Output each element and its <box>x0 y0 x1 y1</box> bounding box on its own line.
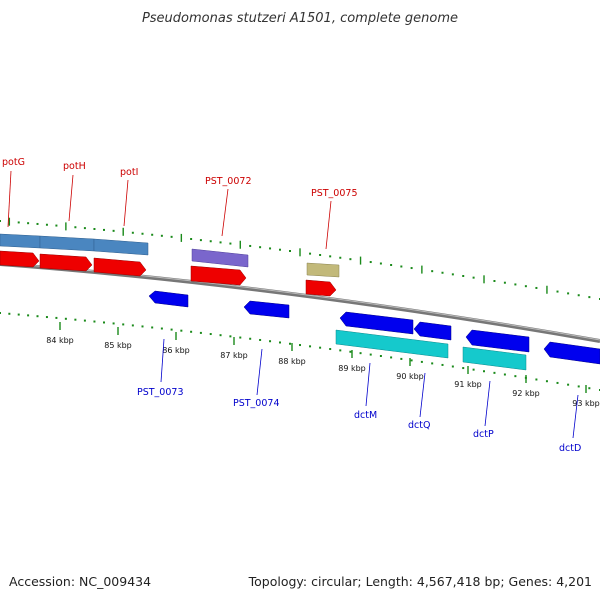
leader-dctM <box>365 362 371 407</box>
genome-backbone-highlight <box>0 262 600 341</box>
scale-tick-label: 91 kbp <box>454 380 482 389</box>
label-PST_0074[interactable]: PST_0074 <box>233 398 280 409</box>
bottom-gene-labels: PST_0073 PST_0074 dctM dctQ dctP dctD <box>137 338 581 454</box>
leader-dctD <box>572 394 579 439</box>
gene-potH[interactable] <box>39 235 95 252</box>
leader-potH <box>68 174 74 222</box>
inner-tick-track: 84 kbp 85 kbp 86 kbp 87 kbp 88 kbp 89 kbp 90 k… <box>0 312 600 408</box>
cds-dctM[interactable] <box>339 311 414 335</box>
label-PST_0075[interactable]: PST_0075 <box>311 188 358 199</box>
leader-dctP <box>484 380 491 427</box>
cds-dctD[interactable] <box>543 341 600 365</box>
cds-potI[interactable] <box>93 257 147 277</box>
scale-tick-label: 87 kbp <box>220 351 248 360</box>
reverse-gene-track <box>335 329 527 371</box>
scale-tick-label: 90 kbp <box>396 372 424 381</box>
scale-tick-label: 86 kbp <box>162 346 190 355</box>
leader-dctQ <box>419 372 426 418</box>
cds-potG[interactable] <box>0 250 40 268</box>
leader-PST_0075 <box>325 200 332 250</box>
label-potI[interactable]: potI <box>120 167 138 178</box>
leader-PST_0073 <box>160 338 165 383</box>
cds-PST_0075[interactable] <box>305 279 337 297</box>
leader-PST_0074 <box>256 348 263 396</box>
label-potH[interactable]: potH <box>63 161 86 172</box>
label-PST_0073[interactable]: PST_0073 <box>137 387 184 398</box>
leader-PST_0072 <box>221 188 229 237</box>
scale-tick-label: 92 kbp <box>512 389 540 398</box>
top-gene-labels: potG potH potI PST_0072 PST_0075 <box>2 157 358 250</box>
reverse-cds-track <box>148 290 600 365</box>
accession-text: Accession: NC_009434 <box>9 574 151 589</box>
forward-cds-track <box>0 250 337 297</box>
gene-potI[interactable] <box>93 238 149 256</box>
genome-summary-text: Topology: circular; Length: 4,567,418 bp… <box>248 574 592 589</box>
forward-gene-track <box>0 233 340 278</box>
scale-tick-label: 89 kbp <box>338 364 366 373</box>
label-dctP[interactable]: dctP <box>473 429 494 440</box>
label-PST_0072[interactable]: PST_0072 <box>205 176 252 187</box>
scale-tick-label: 88 kbp <box>278 357 306 366</box>
cds-PST_0073[interactable] <box>148 290 189 308</box>
gene-PST_0072[interactable] <box>191 248 249 268</box>
label-potG[interactable]: potG <box>2 157 25 168</box>
leader-potG <box>7 170 12 228</box>
cds-dctQ[interactable] <box>413 321 452 341</box>
leader-potI <box>123 179 129 227</box>
cds-PST_0074[interactable] <box>243 300 290 319</box>
genome-backbone <box>0 262 600 343</box>
gene-potG[interactable] <box>0 233 41 249</box>
scale-tick-label: 85 kbp <box>104 341 132 350</box>
scale-tick-label: 84 kbp <box>46 336 74 345</box>
label-dctD[interactable]: dctD <box>559 443 581 454</box>
cds-potH[interactable] <box>39 253 93 272</box>
cds-dctP[interactable] <box>465 329 530 353</box>
gene-dctM-dctQ[interactable] <box>335 329 449 359</box>
map-title: Pseudomonas stutzeri A1501, complete gen… <box>142 11 458 26</box>
gene-dctP[interactable] <box>462 346 527 371</box>
cds-PST_0072[interactable] <box>190 265 247 286</box>
outer-tick-track <box>0 217 600 300</box>
scale-tick-label: 93 kbp <box>572 399 600 408</box>
label-dctM[interactable]: dctM <box>354 410 377 421</box>
gene-PST_0075[interactable] <box>306 262 340 278</box>
label-dctQ[interactable]: dctQ <box>408 420 430 431</box>
